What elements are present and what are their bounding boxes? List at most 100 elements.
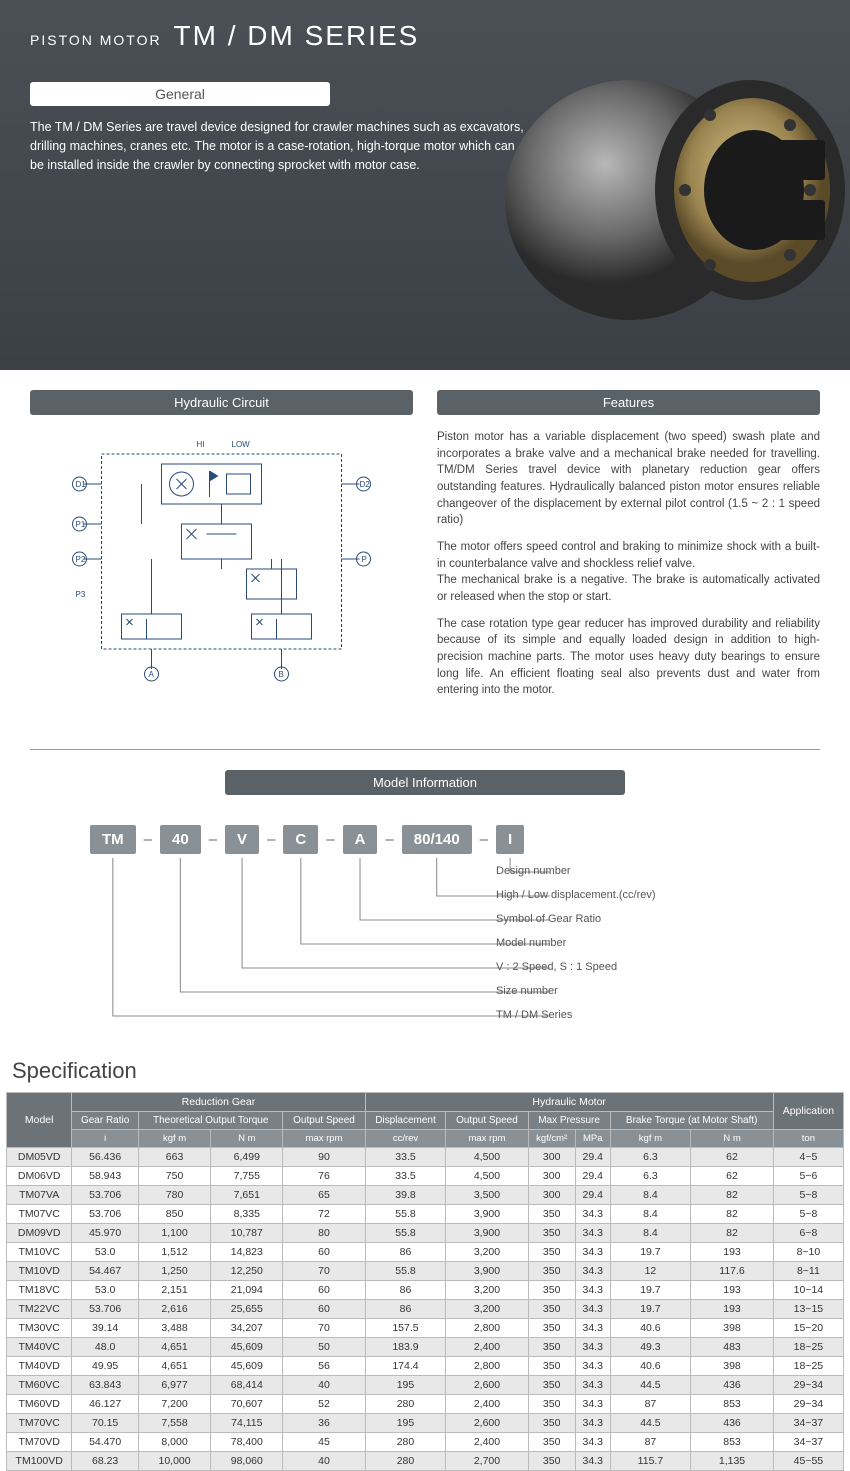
cell: 63.843 — [72, 1376, 139, 1395]
dash: – — [478, 831, 490, 848]
cell: 70 — [283, 1319, 365, 1338]
cell: 19.7 — [610, 1300, 691, 1319]
svg-text:B: B — [279, 670, 284, 679]
cell: 68,414 — [211, 1376, 283, 1395]
cell: 39.14 — [72, 1319, 139, 1338]
cell: 350 — [528, 1243, 575, 1262]
cell: 4~5 — [773, 1148, 843, 1167]
legend-label-6: TM / DM Series — [496, 1009, 572, 1021]
cell: 40 — [283, 1376, 365, 1395]
cell: 44.5 — [610, 1414, 691, 1433]
cell: 853 — [691, 1395, 774, 1414]
cell: 8.4 — [610, 1205, 691, 1224]
code-box-2: V — [225, 825, 259, 854]
cell: 19.7 — [610, 1281, 691, 1300]
specification-heading: Specification — [0, 1058, 850, 1092]
table-row: TM40VC48.04,65145,60950183.92,40035034.3… — [7, 1338, 844, 1357]
cell: 53.706 — [72, 1186, 139, 1205]
cell: 4,651 — [138, 1338, 210, 1357]
cell: 44.5 — [610, 1376, 691, 1395]
table-row: TM18VC53.02,15121,09460863,20035034.319.… — [7, 1281, 844, 1300]
cell: 300 — [528, 1186, 575, 1205]
table-row: DM09VD45.9701,10010,7878055.83,90035034.… — [7, 1224, 844, 1243]
cell: 62 — [691, 1148, 774, 1167]
overline: PISTON MOTOR — [30, 32, 162, 48]
cell: 68.23 — [72, 1452, 139, 1471]
cell: 2,151 — [138, 1281, 210, 1300]
dash: – — [142, 831, 154, 848]
model-info-bar: Model Information — [225, 770, 625, 795]
general-bar: General — [30, 82, 330, 106]
cell: 8~11 — [773, 1262, 843, 1281]
cell: DM06VD — [7, 1167, 72, 1186]
cell: 40.6 — [610, 1319, 691, 1338]
svg-text:LOW: LOW — [232, 440, 251, 449]
cell: 350 — [528, 1395, 575, 1414]
cell: 174.4 — [365, 1357, 446, 1376]
dash: – — [265, 831, 277, 848]
cell: TM70VC — [7, 1414, 72, 1433]
cell: 87 — [610, 1395, 691, 1414]
table-row: TM70VD54.4708,00078,400452802,40035034.3… — [7, 1433, 844, 1452]
cell: 195 — [365, 1414, 446, 1433]
cell: 40 — [283, 1452, 365, 1471]
cell: 350 — [528, 1414, 575, 1433]
cell: 350 — [528, 1452, 575, 1471]
cell: 280 — [365, 1395, 446, 1414]
cell: 65 — [283, 1186, 365, 1205]
cell: 8,335 — [211, 1205, 283, 1224]
code-box-4: A — [343, 825, 378, 854]
th-sub: Theoretical Output Torque — [138, 1112, 283, 1130]
cell: 193 — [691, 1300, 774, 1319]
legend-label-0: Design number — [496, 865, 571, 877]
cell: 34.3 — [575, 1395, 610, 1414]
cell: 45 — [283, 1433, 365, 1452]
cell: TM100VD — [7, 1452, 72, 1471]
cell: 13~15 — [773, 1300, 843, 1319]
th-group-hydraulic: Hydraulic Motor — [365, 1093, 773, 1112]
cell: 60 — [283, 1281, 365, 1300]
table-row: TM60VD46.1277,20070,607522802,40035034.3… — [7, 1395, 844, 1414]
cell: 1,135 — [691, 1452, 774, 1471]
cell: 34.3 — [575, 1357, 610, 1376]
th-sub: Displacement — [365, 1112, 446, 1130]
table-row: TM22VC53.7062,61625,65560863,20035034.31… — [7, 1300, 844, 1319]
cell: 62 — [691, 1167, 774, 1186]
cell: 18~25 — [773, 1357, 843, 1376]
cell: 34.3 — [575, 1205, 610, 1224]
features-col: Features Piston motor has a variable dis… — [437, 390, 820, 709]
cell: 12,250 — [211, 1262, 283, 1281]
cell: 40.6 — [610, 1357, 691, 1376]
cell: 3,900 — [446, 1224, 528, 1243]
cell: 56.436 — [72, 1148, 139, 1167]
th-sub: Max Pressure — [528, 1112, 610, 1130]
cell: 2,600 — [446, 1376, 528, 1395]
code-box-0: TM — [90, 825, 136, 854]
cell: DM09VD — [7, 1224, 72, 1243]
cell: 117.6 — [691, 1262, 774, 1281]
spec-table: Model Reduction Gear Hydraulic Motor App… — [6, 1092, 844, 1471]
cell: 48.0 — [72, 1338, 139, 1357]
cell: 300 — [528, 1167, 575, 1186]
code-box-1: 40 — [160, 825, 201, 854]
cell: 33.5 — [365, 1148, 446, 1167]
cell: 2,616 — [138, 1300, 210, 1319]
cell: 6.3 — [610, 1148, 691, 1167]
svg-text:A: A — [149, 670, 155, 679]
table-row: TM10VC53.01,51214,82360863,20035034.319.… — [7, 1243, 844, 1262]
cell: 398 — [691, 1357, 774, 1376]
cell: 29.4 — [575, 1186, 610, 1205]
hydraulic-circuit-col: Hydraulic Circuit — [30, 390, 413, 709]
cell: 280 — [365, 1452, 446, 1471]
cell: 350 — [528, 1205, 575, 1224]
cell: 663 — [138, 1148, 210, 1167]
cell: 1,250 — [138, 1262, 210, 1281]
table-row: TM70VC70.157,55874,115361952,60035034.34… — [7, 1414, 844, 1433]
cell: 850 — [138, 1205, 210, 1224]
code-box-3: C — [283, 825, 318, 854]
table-row: TM30VC39.143,48834,20770157.52,80035034.… — [7, 1319, 844, 1338]
cell: 8~10 — [773, 1243, 843, 1262]
cell: 8.4 — [610, 1224, 691, 1243]
cell: TM60VD — [7, 1395, 72, 1414]
cell: 55.8 — [365, 1224, 446, 1243]
